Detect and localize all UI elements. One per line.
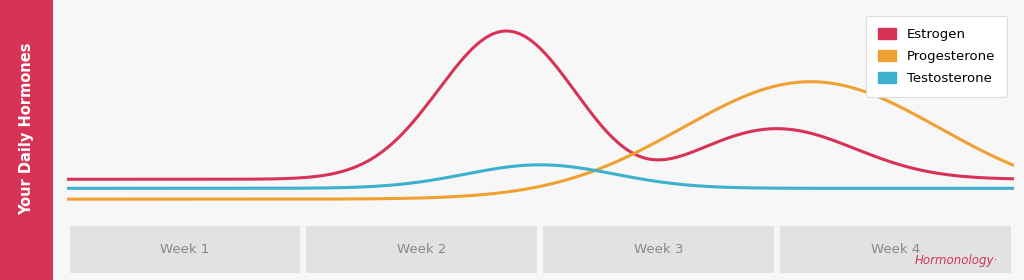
Text: Your Daily Hormones: Your Daily Hormones [19,43,34,215]
Text: Week 4: Week 4 [870,243,920,256]
FancyBboxPatch shape [306,226,538,273]
Text: Hormonology·: Hormonology· [915,255,998,267]
FancyBboxPatch shape [543,226,774,273]
FancyBboxPatch shape [780,226,1011,273]
Text: Week 2: Week 2 [397,243,446,256]
Text: Week 3: Week 3 [634,243,683,256]
FancyBboxPatch shape [70,226,300,273]
Text: Week 1: Week 1 [161,243,210,256]
Legend: Estrogen, Progesterone, Testosterone: Estrogen, Progesterone, Testosterone [866,16,1008,97]
